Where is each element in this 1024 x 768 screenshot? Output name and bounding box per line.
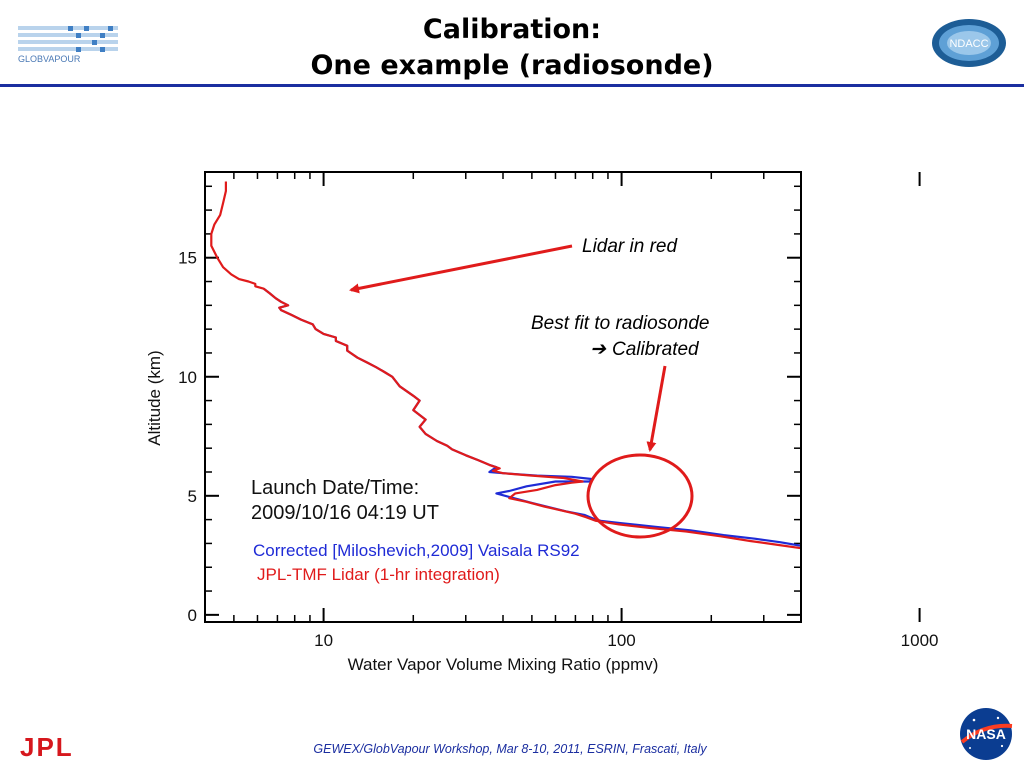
y-tick-label: 15 xyxy=(178,249,197,268)
y-tick-label: 0 xyxy=(188,606,197,625)
plot-frame xyxy=(204,171,802,623)
arrow-right-icon: ➔ xyxy=(590,339,607,360)
fit-arrow xyxy=(646,365,667,452)
legend-lidar: JPL-TMF Lidar (1-hr integration) xyxy=(257,565,500,584)
y-tick-label: 10 xyxy=(178,368,197,387)
jpl-logo: JPL xyxy=(18,732,96,762)
globvapour-logo: GLOBVAPOUR xyxy=(16,20,122,66)
launch-line1: Launch Date/Time: xyxy=(251,477,419,499)
fit-label-line2: Calibrated xyxy=(612,339,700,360)
y-axis-label: Altitude (km) xyxy=(145,350,164,445)
lidar-label: Lidar in red xyxy=(582,236,678,257)
nasa-logo-text: NASA xyxy=(966,726,1006,742)
ndacc-logo-text: NDACC xyxy=(949,38,988,50)
ndacc-logo: NDACC xyxy=(930,18,1008,68)
globvapour-logo-text: GLOBVAPOUR xyxy=(18,54,81,64)
fit-label-line1: Best fit to radiosonde xyxy=(531,313,710,334)
header-rule xyxy=(0,84,1024,87)
nasa-logo: NASA xyxy=(956,706,1016,762)
legend-radiosonde: Corrected [Miloshevich,2009] Vaisala RS9… xyxy=(253,541,580,560)
x-axis-label: Water Vapor Volume Mixing Ratio (ppmv) xyxy=(348,655,659,674)
page-title-line1: Calibration: xyxy=(422,14,602,45)
jpl-logo-text: JPL xyxy=(20,734,74,758)
series xyxy=(210,181,801,550)
x-tick-label: 100 xyxy=(607,631,635,650)
lidar-line xyxy=(210,181,801,550)
x-tick-label: 1000 xyxy=(901,631,939,650)
footer-text: GEWEX/GlobVapour Workshop, Mar 8-10, 201… xyxy=(313,742,707,756)
y-tick-label: 5 xyxy=(188,487,197,506)
lidar-arrow xyxy=(349,244,573,294)
calibration-circle xyxy=(586,453,694,539)
launch-line2: 2009/10/16 04:19 UT xyxy=(251,502,439,524)
page-title-line2: One example (radiosonde) xyxy=(310,50,714,81)
x-tick-label: 10 xyxy=(314,631,333,650)
